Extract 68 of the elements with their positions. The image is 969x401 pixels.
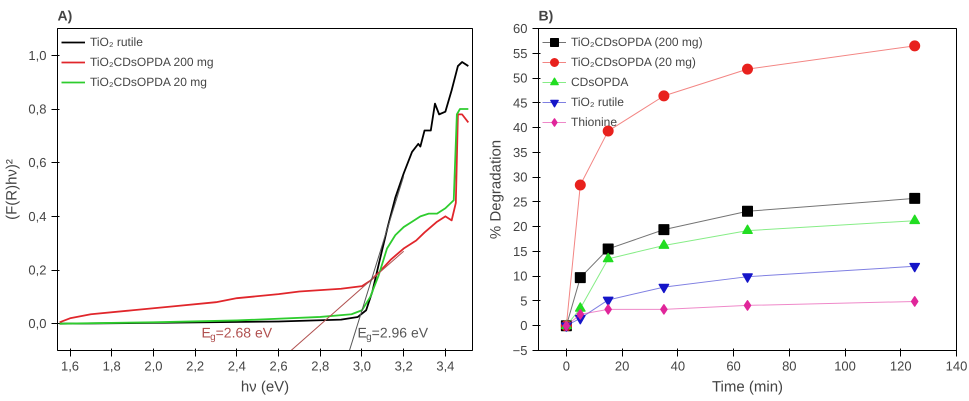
point	[602, 243, 614, 254]
legend-label: CDsOPDA	[571, 75, 628, 89]
y-tick-label: −5	[512, 343, 528, 358]
legend-label: TiO₂CDsOPDA 200 mg	[90, 55, 214, 69]
x-tick-label: 2,6	[270, 358, 288, 374]
x-tick-label: 60	[726, 358, 741, 374]
y-tick-label: 0,2	[28, 262, 47, 278]
point	[742, 224, 753, 234]
point	[602, 126, 614, 137]
x-tick-label: 0	[562, 358, 570, 374]
y-tick-label: 60	[513, 21, 528, 36]
legend-label: TiO₂ rutile	[90, 35, 143, 49]
x-tick-label: 2,0	[144, 358, 162, 374]
x-tick-label: 140	[946, 358, 968, 374]
point	[574, 180, 586, 191]
x-axis-title: hν (eV)	[240, 378, 290, 396]
point	[742, 206, 753, 217]
point	[602, 252, 614, 262]
point	[910, 296, 919, 307]
point	[909, 192, 920, 204]
y-tick-label: 0,0	[28, 316, 47, 332]
y-tick-label: 25	[513, 194, 528, 210]
y-tick-label: 10	[513, 268, 528, 284]
point	[909, 40, 920, 52]
chart-title: B)	[538, 8, 554, 24]
y-tick-label: 1,0	[28, 48, 47, 63]
y-axis-title: (F(R)hν)²	[3, 159, 20, 220]
x-tick-label: 2,4	[228, 358, 246, 374]
x-axis-title: Time (min)	[712, 378, 784, 396]
x-tick-label: 100	[834, 358, 856, 374]
y-tick-label: 50	[513, 70, 528, 86]
y-tick-label: 20	[513, 219, 528, 234]
x-tick-label: 1,6	[60, 358, 80, 374]
x-tick-label: 2,2	[186, 358, 204, 374]
y-axis-title: % Degradation	[488, 140, 505, 240]
x-tick-label: 80	[782, 358, 797, 374]
legend-label: TiO₂CDsOPDA (20 mg)	[571, 55, 696, 69]
x-tick-label: 1,8	[102, 358, 121, 374]
point	[576, 308, 584, 320]
legend-label: TiO₂CDsOPDA 20 mg	[90, 75, 207, 89]
chart-title: A)	[58, 8, 72, 24]
legend-label: TiO₂CDsOPDA (200 mg)	[571, 35, 703, 49]
legend-label: TiO₂ rutile	[571, 95, 624, 109]
point	[574, 272, 586, 284]
y-tick-label: 5	[520, 293, 528, 308]
y-tick-label: 0,6	[28, 155, 47, 170]
point	[909, 214, 920, 224]
x-tick-label: 40	[670, 358, 686, 374]
x-tick-label: 20	[614, 358, 630, 374]
y-tick-label: 30	[513, 170, 528, 185]
y-tick-label: 55	[513, 46, 528, 61]
y-tick-label: 0,4	[28, 208, 47, 224]
x-tick-label: 120	[890, 358, 912, 374]
y-tick-label: 45	[513, 95, 528, 110]
y-tick-label: 35	[513, 144, 528, 160]
x-tick-label: 3,4	[436, 358, 454, 374]
y-tick-label: 15	[513, 244, 528, 259]
y-tick-label: 40	[513, 120, 528, 136]
point	[742, 64, 753, 75]
y-tick-label: 0	[520, 318, 528, 334]
x-tick-label: 2,8	[311, 358, 330, 374]
y-tick-label: 0,8	[28, 102, 47, 116]
point	[658, 224, 670, 236]
point	[658, 239, 670, 249]
x-tick-label: 3,2	[394, 358, 413, 374]
legend-label: Thionine	[571, 115, 618, 129]
x-tick-label: 3,0	[352, 358, 372, 374]
point	[658, 90, 670, 102]
